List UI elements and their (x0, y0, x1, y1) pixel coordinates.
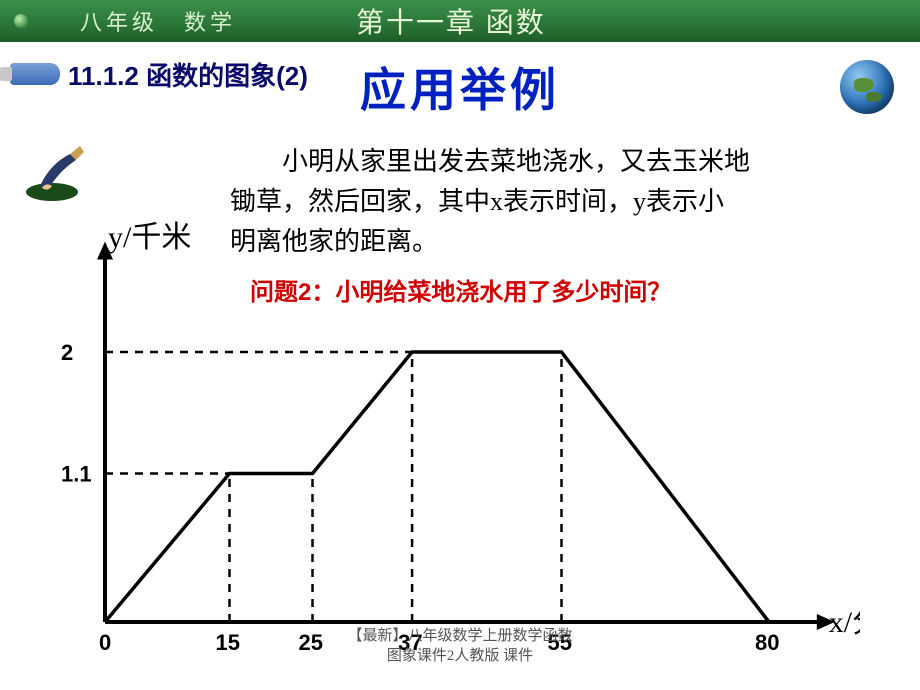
footer-note: 【最新】八年级数学上册数学函数图象课件2人教版 课件 (300, 626, 620, 666)
page-title: 应用举例 (360, 54, 560, 120)
bullet-icon (14, 14, 28, 28)
subheader-row: 11.1.2 函数的图象(2) 应用举例 (0, 54, 920, 124)
usb-icon (10, 63, 60, 85)
svg-text:15: 15 (216, 630, 240, 655)
header-bar: 八年级 数学 第十一章 函数 (0, 0, 920, 42)
grade-label: 八年级 数学 (80, 5, 236, 37)
svg-text:x/分: x/分 (829, 606, 860, 639)
svg-text:0: 0 (99, 630, 111, 655)
chart: 1.1201525375580x/分 (40, 124, 860, 664)
section-number: 11.1.2 函数的图象(2) (68, 56, 308, 93)
svg-text:80: 80 (755, 630, 779, 655)
globe-icon (840, 60, 894, 114)
svg-text:1.1: 1.1 (61, 462, 92, 487)
footer-line: 【最新】八年级数学上册数学函数图象课件2人教版 课件 (347, 628, 572, 664)
chapter-label: 第十一章 函数 (356, 1, 546, 41)
svg-text:2: 2 (61, 340, 73, 365)
